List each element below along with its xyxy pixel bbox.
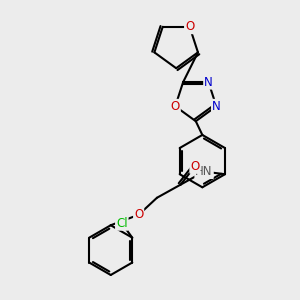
Text: O: O [185, 20, 194, 33]
Text: N: N [204, 76, 213, 88]
Text: O: O [171, 100, 180, 113]
Text: Cl: Cl [116, 217, 128, 230]
Text: O: O [134, 208, 143, 221]
Text: N: N [212, 100, 221, 113]
Text: HN: HN [195, 165, 213, 178]
Text: O: O [190, 160, 200, 173]
